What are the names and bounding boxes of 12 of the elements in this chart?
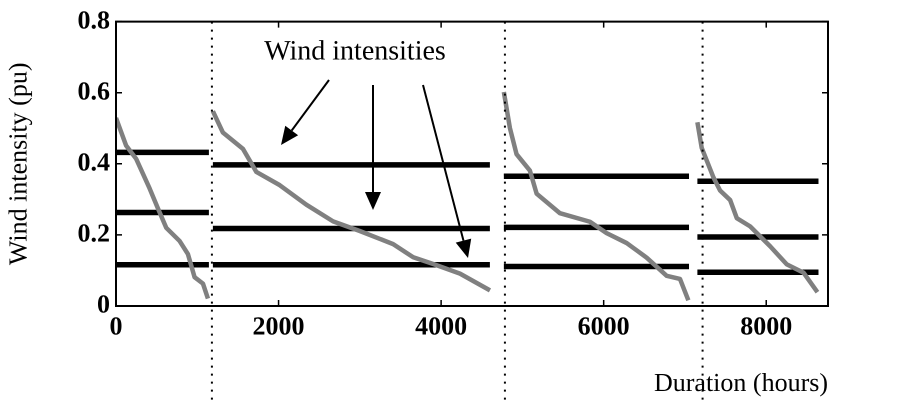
x-tick-label: 2000 xyxy=(252,311,305,340)
y-tick-label: 0.6 xyxy=(78,76,110,106)
x-tick-label: 8000 xyxy=(740,311,792,340)
x-tick-label: 6000 xyxy=(578,311,630,340)
y-tick-label: 0.8 xyxy=(78,5,110,34)
y-tick-label: 0 xyxy=(97,290,110,319)
y-tick-label: 0.4 xyxy=(78,148,110,177)
x-tick-label: 4000 xyxy=(415,311,468,340)
x-axis-title: Duration (hours) xyxy=(654,368,828,398)
y-tick-label: 0.2 xyxy=(78,218,110,248)
annotation: Wind intensities xyxy=(264,35,446,66)
y-axis-title: Wind intensity (pu) xyxy=(3,62,32,266)
